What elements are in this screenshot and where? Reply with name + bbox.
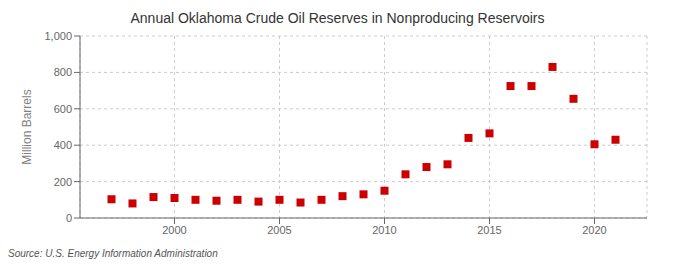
svg-text:2000: 2000 — [162, 224, 186, 236]
svg-text:200: 200 — [54, 176, 72, 188]
svg-text:2015: 2015 — [477, 224, 501, 236]
svg-text:2020: 2020 — [582, 224, 606, 236]
html-text:Annual Oklahoma Crude Oil Rese: Annual Oklahoma Crude Oil Reserves in No… — [130, 10, 545, 26]
html-text:Source: U.S. Energy Informatio: Source: U.S. Energy Information Administ… — [8, 248, 218, 259]
svg-text:Million Barrels: Million Barrels — [20, 89, 34, 164]
svg-text:0: 0 — [66, 212, 72, 224]
svg-text:400: 400 — [54, 139, 72, 151]
svg-text:800: 800 — [54, 66, 72, 78]
svg-text:2005: 2005 — [267, 224, 291, 236]
svg-text:600: 600 — [54, 103, 72, 115]
svg-text:2010: 2010 — [372, 224, 396, 236]
svg-text:1,000: 1,000 — [44, 30, 72, 42]
